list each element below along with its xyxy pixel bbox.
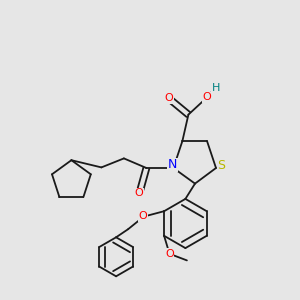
Text: S: S	[218, 159, 225, 172]
Text: H: H	[212, 83, 220, 93]
Text: O: O	[139, 211, 148, 221]
Text: O: O	[202, 92, 211, 102]
Text: N: N	[168, 158, 178, 172]
Text: O: O	[165, 93, 174, 103]
Text: O: O	[135, 188, 144, 198]
Text: O: O	[165, 249, 174, 259]
